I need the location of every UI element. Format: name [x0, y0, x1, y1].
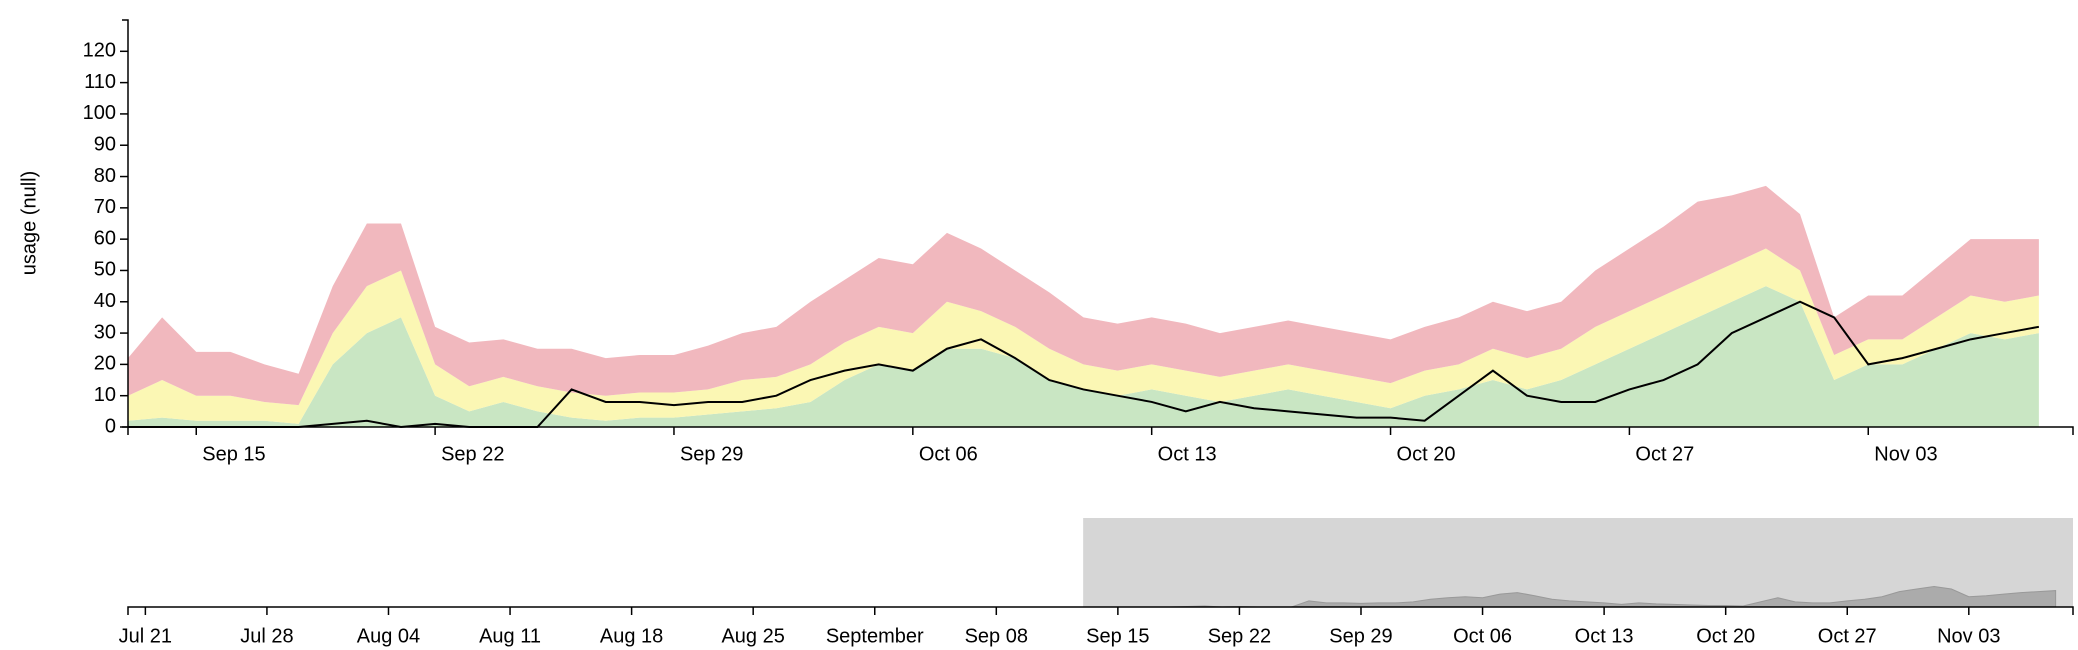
context-x-tick-label: Aug 25 [721, 625, 784, 647]
y-tick-label: 100 [83, 102, 116, 124]
context-x-tick-label: September [826, 625, 924, 647]
y-tick-label: 10 [94, 384, 116, 406]
y-tick-label: 90 [94, 134, 116, 156]
context-x-tick-label: Aug 11 [479, 625, 541, 647]
y-axis [122, 19, 129, 428]
line [128, 300, 2040, 429]
x-tick-label: Oct 20 [1397, 443, 1456, 465]
x-tick-label: Oct 13 [1158, 443, 1217, 465]
context-x-tick-label: Sep 15 [1086, 625, 1149, 647]
y-tick-label: 50 [94, 259, 116, 281]
context-x-tick-label: Oct 06 [1453, 625, 1512, 647]
y-tick-label: 30 [94, 321, 116, 343]
y-tick-label: 20 [94, 353, 116, 375]
context-x-axis [127, 606, 2074, 615]
context-x-tick-label: Sep 29 [1329, 625, 1392, 647]
context-x-tick-label: Oct 20 [1696, 625, 1755, 647]
stacked-area [128, 185, 2039, 406]
y-tick-label: 110 [84, 71, 116, 93]
context-x-tick-label: Jul 28 [240, 625, 293, 647]
y-tick-label: 0 [105, 415, 116, 437]
x-tick-label: Sep 22 [441, 443, 504, 465]
x-tick-label: Sep 15 [202, 443, 265, 465]
x-tick-label: Nov 03 [1874, 443, 1937, 465]
y-tick-label: 80 [94, 165, 116, 187]
x-tick-label: Oct 27 [1635, 443, 1694, 465]
stacked-area [128, 286, 2039, 427]
x-axis [127, 426, 2074, 435]
y-tick-label: 40 [94, 290, 116, 312]
context-x-tick-label: Aug 18 [600, 625, 663, 647]
y-tick-label: 60 [94, 227, 116, 249]
context-x-tick-label: Aug 04 [357, 625, 420, 647]
y-tick-label: 120 [83, 40, 116, 62]
y-axis-title: usage (null) [18, 171, 40, 276]
context-x-tick-label: Oct 13 [1575, 625, 1634, 647]
context-x-tick-label: Sep 08 [965, 625, 1028, 647]
context-x-tick-label: Jul 21 [119, 625, 172, 647]
context-x-tick-label: Oct 27 [1818, 625, 1877, 647]
context-x-tick-label: Sep 22 [1208, 625, 1271, 647]
context-x-tick-label: Nov 03 [1937, 625, 2000, 647]
x-tick-label: Oct 06 [919, 443, 978, 465]
x-tick-label: Sep 29 [680, 443, 743, 465]
y-tick-label: 70 [94, 196, 116, 218]
